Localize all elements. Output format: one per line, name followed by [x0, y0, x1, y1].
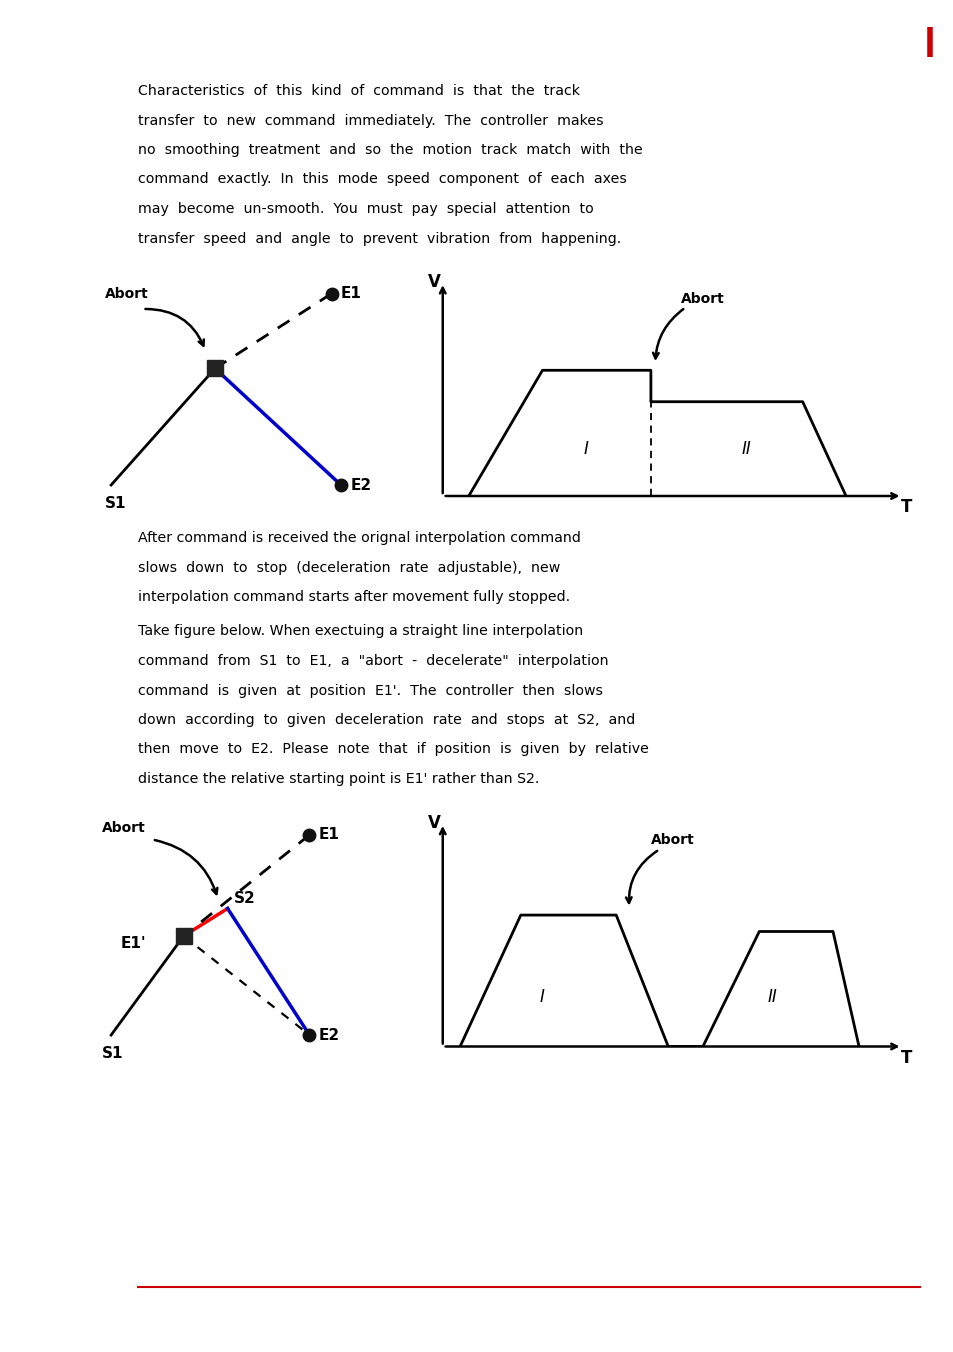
Text: T: T [900, 1049, 911, 1067]
Text: Abort: Abort [102, 821, 145, 836]
Text: S1: S1 [102, 1046, 123, 1061]
Text: II: II [766, 988, 777, 1006]
Text: Characteristics  of  this  kind  of  command  is  that  the  track: Characteristics of this kind of command … [138, 84, 579, 97]
Text: E1': E1' [120, 936, 146, 950]
Text: may  become  un-smooth.  You  must  pay  special  attention  to: may become un-smooth. You must pay speci… [138, 201, 593, 216]
Text: V: V [427, 814, 440, 831]
Text: S1: S1 [105, 496, 126, 511]
Text: command  from  S1  to  E1,  a  "abort  -  decelerate"  interpolation: command from S1 to E1, a "abort - decele… [138, 654, 608, 668]
Text: transfer  speed  and  angle  to  prevent  vibration  from  happening.: transfer speed and angle to prevent vibr… [138, 231, 620, 246]
Text: E2: E2 [350, 477, 371, 492]
Text: interpolation command starts after movement fully stopped.: interpolation command starts after movem… [138, 589, 570, 604]
Text: Abort: Abort [105, 287, 149, 301]
Text: slows  down  to  stop  (deceleration  rate  adjustable),  new: slows down to stop (deceleration rate ad… [138, 561, 559, 575]
Text: E1: E1 [340, 287, 361, 301]
Text: no  smoothing  treatment  and  so  the  motion  track  match  with  the: no smoothing treatment and so the motion… [138, 143, 642, 157]
Text: After command is received the orignal interpolation command: After command is received the orignal in… [138, 531, 580, 545]
Text: E2: E2 [318, 1028, 339, 1042]
Text: S2: S2 [233, 891, 255, 906]
Text: command  is  given  at  position  E1'.  The  controller  then  slows: command is given at position E1'. The co… [138, 684, 602, 698]
Text: I: I [539, 988, 544, 1006]
Text: down  according  to  given  deceleration  rate  and  stops  at  S2,  and: down according to given deceleration rat… [138, 713, 635, 727]
Text: Take figure below. When exectuing a straight line interpolation: Take figure below. When exectuing a stra… [138, 625, 582, 638]
Text: V: V [427, 273, 440, 291]
Text: Abort: Abort [650, 833, 694, 846]
Text: Abort: Abort [680, 292, 724, 306]
Text: then  move  to  E2.  Please  note  that  if  position  is  given  by  relative: then move to E2. Please note that if pos… [138, 742, 648, 757]
Text: E1: E1 [318, 827, 339, 842]
Text: command  exactly.  In  this  mode  speed  component  of  each  axes: command exactly. In this mode speed comp… [138, 173, 626, 187]
Text: I: I [583, 439, 588, 458]
Text: transfer  to  new  command  immediately.  The  controller  makes: transfer to new command immediately. The… [138, 114, 603, 127]
Text: II: II [740, 439, 750, 458]
Text: T: T [900, 498, 911, 516]
Text: distance the relative starting point is E1' rather than S2.: distance the relative starting point is … [138, 772, 538, 786]
